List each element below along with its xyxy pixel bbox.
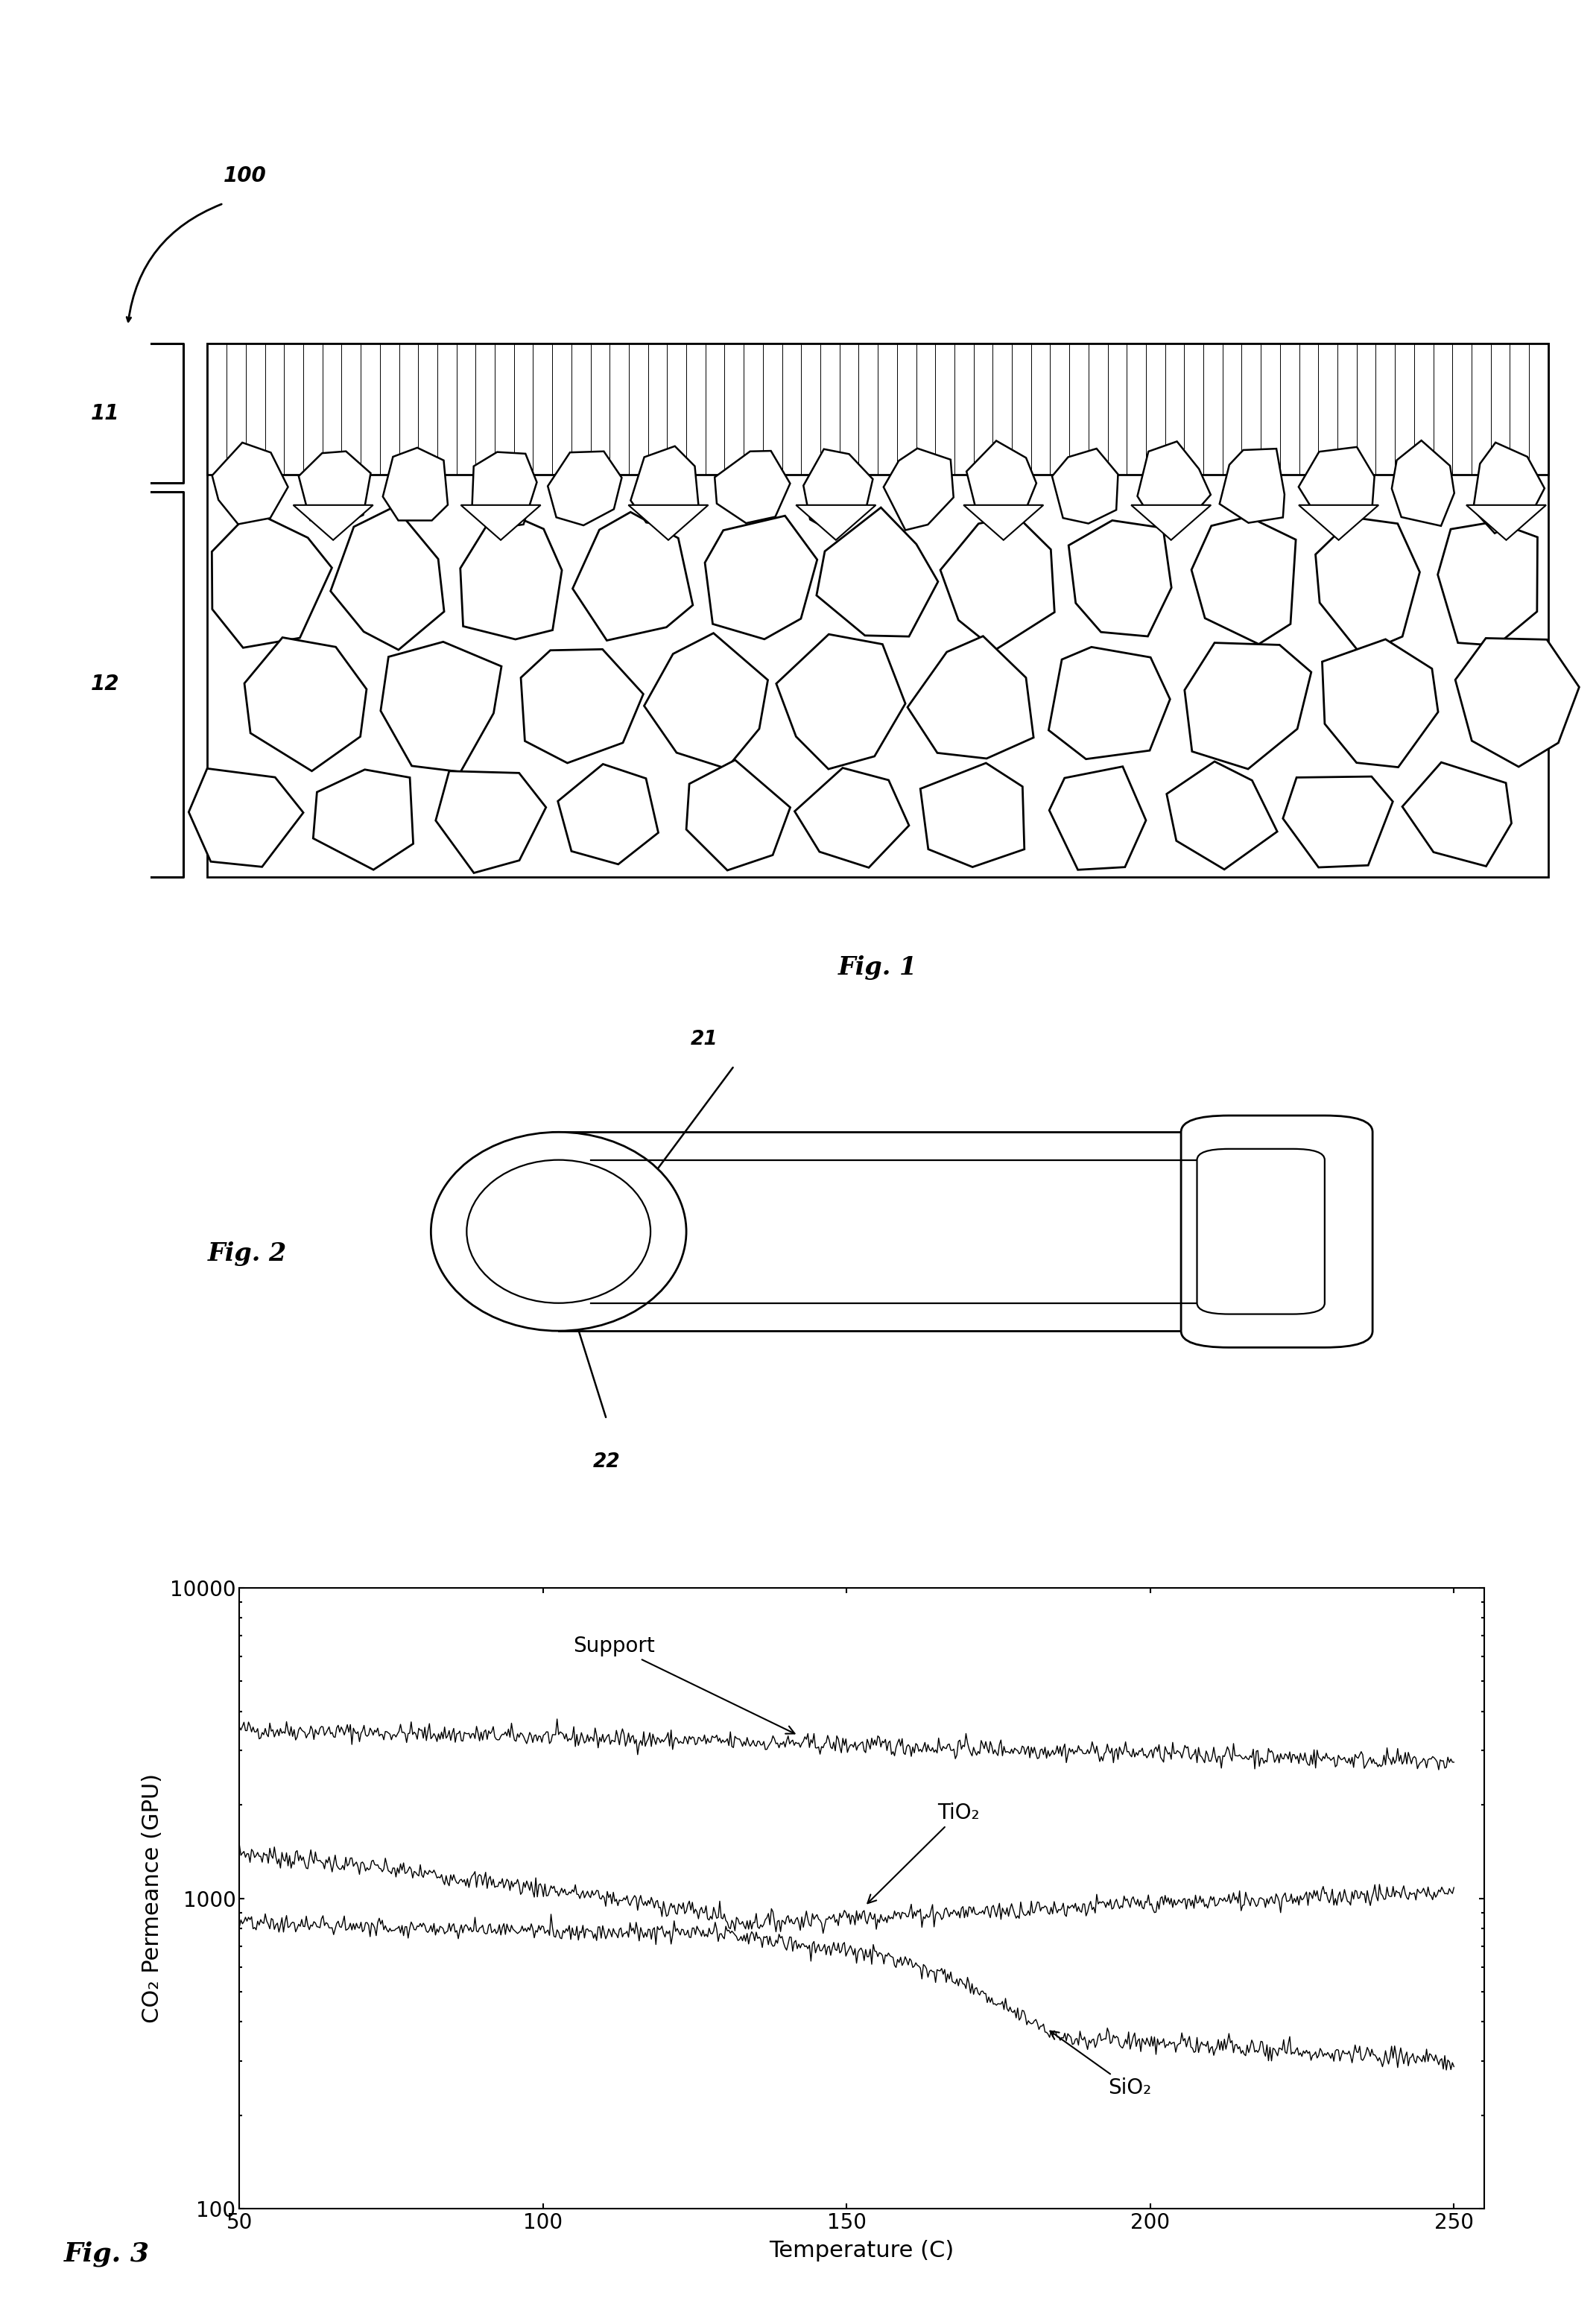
Polygon shape bbox=[472, 451, 536, 529]
Polygon shape bbox=[686, 759, 790, 870]
Polygon shape bbox=[1315, 518, 1420, 653]
Text: 11: 11 bbox=[91, 403, 120, 423]
Polygon shape bbox=[244, 637, 367, 771]
Polygon shape bbox=[1184, 642, 1312, 769]
Polygon shape bbox=[705, 515, 817, 640]
Text: 100: 100 bbox=[223, 166, 267, 186]
Polygon shape bbox=[460, 509, 562, 640]
Polygon shape bbox=[908, 635, 1034, 759]
Polygon shape bbox=[1049, 647, 1170, 759]
Polygon shape bbox=[1049, 766, 1146, 870]
Polygon shape bbox=[1403, 762, 1511, 865]
Polygon shape bbox=[1438, 522, 1537, 647]
Polygon shape bbox=[313, 769, 413, 870]
Polygon shape bbox=[1456, 637, 1578, 766]
Polygon shape bbox=[520, 649, 643, 764]
Text: TiO₂: TiO₂ bbox=[868, 1802, 980, 1903]
Polygon shape bbox=[188, 769, 303, 867]
Polygon shape bbox=[547, 451, 622, 525]
Bar bbox=[207, 343, 1548, 474]
Ellipse shape bbox=[466, 1160, 651, 1302]
Polygon shape bbox=[298, 451, 370, 527]
Polygon shape bbox=[212, 442, 287, 525]
Polygon shape bbox=[559, 764, 658, 865]
FancyBboxPatch shape bbox=[1181, 1116, 1373, 1348]
Polygon shape bbox=[940, 515, 1055, 649]
Polygon shape bbox=[461, 506, 541, 541]
Polygon shape bbox=[1069, 520, 1171, 637]
Polygon shape bbox=[1283, 775, 1393, 867]
Polygon shape bbox=[380, 642, 501, 771]
Polygon shape bbox=[1299, 506, 1379, 541]
Text: Fig. 2: Fig. 2 bbox=[207, 1240, 287, 1266]
Polygon shape bbox=[1299, 446, 1374, 534]
Polygon shape bbox=[383, 449, 448, 520]
Polygon shape bbox=[796, 506, 876, 541]
Polygon shape bbox=[630, 446, 699, 527]
Bar bbox=[207, 343, 1548, 877]
Polygon shape bbox=[967, 442, 1036, 527]
Polygon shape bbox=[1192, 518, 1296, 644]
Polygon shape bbox=[817, 509, 938, 637]
Bar bbox=[559, 1132, 1277, 1330]
FancyBboxPatch shape bbox=[1197, 1148, 1325, 1314]
Polygon shape bbox=[212, 511, 332, 649]
Text: 21: 21 bbox=[691, 1031, 718, 1049]
X-axis label: Temperature (C): Temperature (C) bbox=[769, 2239, 954, 2262]
Text: Support: Support bbox=[573, 1636, 795, 1733]
Polygon shape bbox=[776, 635, 905, 769]
Polygon shape bbox=[921, 764, 1025, 867]
Polygon shape bbox=[803, 449, 873, 534]
Polygon shape bbox=[436, 771, 546, 872]
Text: SiO₂: SiO₂ bbox=[1050, 2032, 1151, 2099]
Polygon shape bbox=[884, 449, 953, 529]
Polygon shape bbox=[715, 451, 790, 522]
Text: 22: 22 bbox=[592, 1452, 621, 1473]
Polygon shape bbox=[294, 506, 373, 541]
Text: Fig. 1: Fig. 1 bbox=[838, 955, 918, 980]
Polygon shape bbox=[629, 506, 709, 541]
Polygon shape bbox=[1392, 439, 1454, 527]
Polygon shape bbox=[1167, 762, 1277, 870]
Polygon shape bbox=[964, 506, 1044, 541]
Polygon shape bbox=[1467, 506, 1547, 541]
Polygon shape bbox=[645, 633, 768, 769]
Polygon shape bbox=[1132, 506, 1211, 541]
Y-axis label: CO₂ Permeance (GPU): CO₂ Permeance (GPU) bbox=[142, 1774, 163, 2023]
Polygon shape bbox=[795, 769, 910, 867]
Ellipse shape bbox=[431, 1132, 686, 1330]
Polygon shape bbox=[1138, 442, 1211, 527]
Bar bbox=[207, 343, 1548, 474]
Text: 12: 12 bbox=[91, 674, 120, 695]
Polygon shape bbox=[330, 506, 444, 649]
Text: Fig. 3: Fig. 3 bbox=[64, 2241, 150, 2266]
Polygon shape bbox=[1321, 640, 1438, 766]
Polygon shape bbox=[1052, 449, 1119, 525]
Polygon shape bbox=[1473, 442, 1545, 534]
Polygon shape bbox=[573, 513, 693, 640]
Polygon shape bbox=[1219, 449, 1285, 522]
